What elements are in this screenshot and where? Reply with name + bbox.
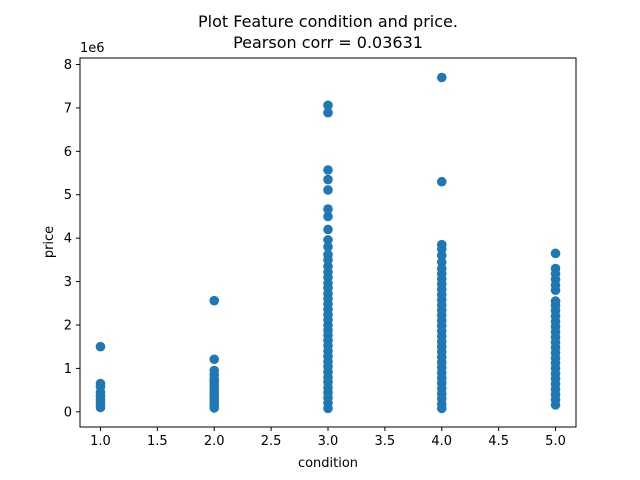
data-point [323, 235, 333, 245]
y-offset-label: 1e6 [80, 41, 105, 56]
x-tick-label: 4.5 [488, 434, 509, 449]
chart-title-line-1: Plot Feature condition and price. [198, 12, 458, 31]
data-point [209, 403, 220, 413]
y-tick-label: 7 [64, 101, 72, 116]
data-point [323, 107, 333, 118]
y-tick-label: 0 [64, 405, 72, 420]
x-tick-label: 2.5 [261, 434, 282, 449]
data-point [323, 224, 333, 235]
data-point [95, 402, 106, 413]
y-tick-label: 3 [64, 275, 72, 290]
x-axis-ticks: 1.0 1.5 2.0 2.5 3.0 3.5 4.0 4.5 5.0 [90, 427, 566, 449]
y-axis-ticks: 0 1 2 3 4 5 6 7 8 [64, 58, 80, 420]
data-point [436, 72, 447, 83]
chart-title-line-2: Pearson corr = 0.03631 [233, 33, 423, 52]
data-point [323, 403, 333, 414]
data-points [95, 72, 561, 414]
data-point [323, 204, 333, 214]
data-point [323, 242, 333, 252]
data-point [323, 185, 333, 195]
data-point [323, 100, 333, 111]
data-point [209, 354, 220, 365]
data-point [550, 248, 561, 259]
y-tick-label: 2 [64, 318, 72, 333]
y-tick-label: 8 [64, 58, 72, 73]
y-tick-label: 1 [64, 362, 72, 377]
x-tick-label: 1.5 [147, 434, 168, 449]
x-tick-label: 3.0 [318, 434, 339, 449]
data-point [550, 400, 561, 410]
data-point [436, 176, 447, 187]
data-point [550, 285, 561, 296]
y-tick-label: 6 [64, 145, 72, 160]
data-point [436, 403, 447, 414]
data-point [209, 295, 220, 306]
data-point [323, 211, 333, 222]
data-point [95, 341, 106, 352]
x-tick-label: 1.0 [90, 434, 111, 449]
x-tick-label: 5.0 [545, 434, 566, 449]
y-axis-label: price [42, 226, 57, 258]
data-point [323, 165, 333, 175]
y-tick-label: 5 [64, 188, 72, 203]
x-tick-label: 3.5 [375, 434, 396, 449]
x-axis-label: condition [298, 456, 358, 471]
x-tick-label: 4.0 [431, 434, 452, 449]
data-point [323, 174, 333, 185]
y-tick-label: 4 [64, 232, 72, 247]
x-tick-label: 2.0 [204, 434, 225, 449]
